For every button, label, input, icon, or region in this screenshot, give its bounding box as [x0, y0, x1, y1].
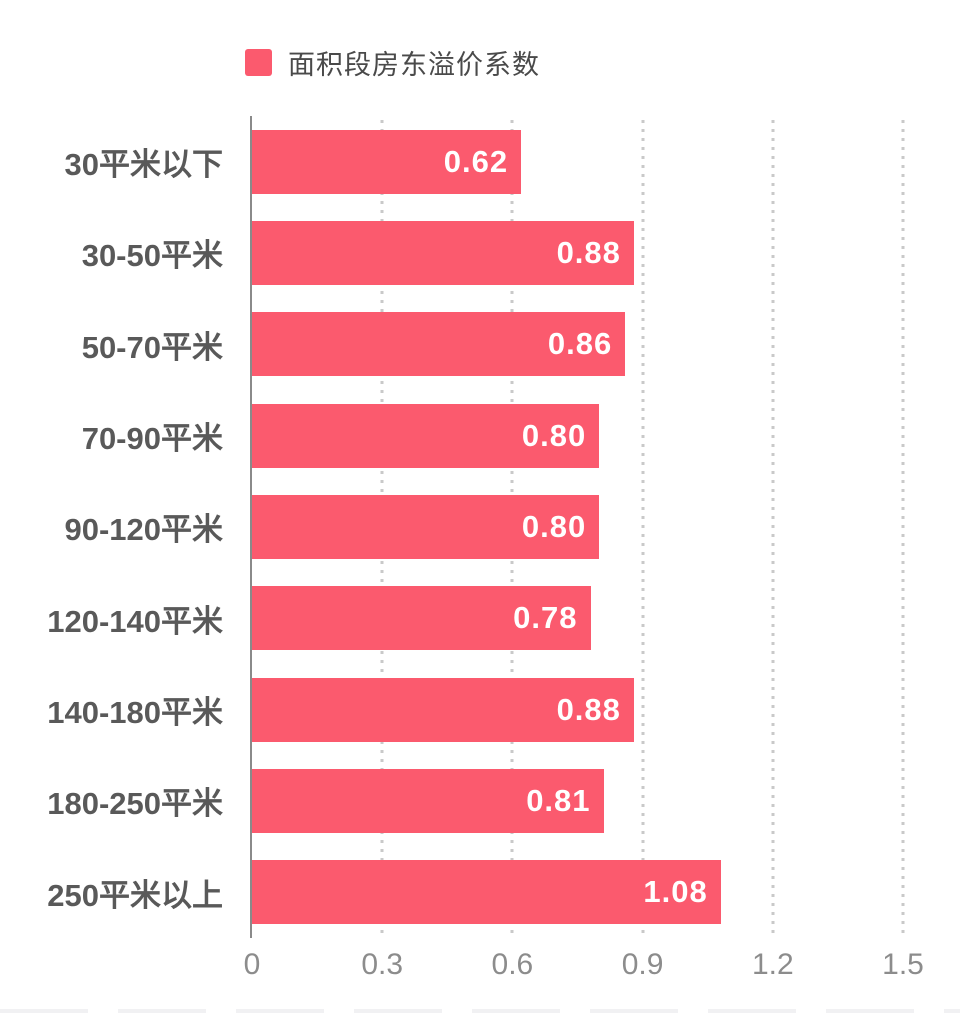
bar-row: 1.08: [252, 847, 903, 938]
bar-value-label: 0.78: [513, 600, 578, 636]
category-label: 180-250平米: [47, 786, 223, 822]
category-label: 30平米以下: [64, 147, 223, 183]
x-tick-label: 1.2: [751, 948, 794, 981]
category-label: 70-90平米: [81, 421, 223, 457]
bar-value-label: 0.88: [556, 691, 621, 727]
x-tick-label: 0.3: [361, 948, 404, 981]
x-tick-label: 1.5: [882, 948, 924, 981]
bar-rows: 0.62 0.88 0.86 0.80 0.80 0.78 0.88 0.81 1.08: [252, 116, 903, 938]
x-tick-label: 0: [243, 948, 261, 981]
x-axis-tick-labels: 0 0.3 0.6 0.9 1.2 1.5: [0, 948, 960, 992]
bar-row: 0.80: [252, 390, 903, 481]
category-label: 50-70平米: [81, 329, 223, 365]
bar-value-label: 0.80: [521, 417, 587, 453]
bar: 0.86: [252, 312, 626, 377]
bar-row: 0.86: [252, 299, 903, 390]
bar: 0.88: [252, 677, 634, 742]
chart-legend: 面积段房东溢价系数: [245, 44, 540, 80]
bar: 1.08: [252, 860, 721, 925]
bar-row: 0.62: [252, 116, 903, 207]
bar: 0.78: [252, 586, 591, 651]
plot-area: 0.62 0.88 0.86 0.80 0.80 0.78 0.88 0.81 1.08: [250, 116, 905, 938]
bar: 0.80: [252, 403, 600, 468]
bar-value-label: 0.81: [526, 782, 591, 818]
bar-row: 0.81: [252, 755, 903, 846]
y-axis-line: [250, 116, 252, 938]
x-tick-label: 0.6: [491, 948, 534, 981]
legend-series-label: 面积段房东溢价系数: [288, 49, 540, 80]
category-label: 120-140平米: [47, 603, 223, 639]
bar-value-label: 1.08: [643, 874, 708, 910]
bar: 0.81: [252, 768, 604, 833]
bar: 0.80: [252, 494, 600, 559]
category-label: 250平米以上: [47, 877, 223, 913]
bar: 0.62: [252, 129, 522, 194]
x-tick-label: 0.9: [621, 948, 664, 981]
bar-row: 0.88: [252, 207, 903, 298]
bar-value-label: 0.80: [521, 508, 587, 544]
category-axis-labels: 30平米以下 30-50平米 50-70平米 70-90平米 90-120平米 120-1…: [0, 116, 237, 938]
bar: 0.88: [252, 220, 634, 285]
bottom-divider: [0, 1009, 960, 1013]
bar-row: 0.80: [252, 481, 903, 572]
bar-row: 0.78: [252, 573, 903, 664]
bar-row: 0.88: [252, 664, 903, 755]
category-label: 30-50平米: [81, 238, 223, 274]
bar-value-label: 0.88: [556, 234, 621, 270]
bar-value-label: 0.62: [443, 143, 509, 179]
category-label: 90-120平米: [64, 512, 223, 548]
bar-value-label: 0.86: [547, 326, 613, 362]
legend-swatch-icon: [245, 48, 272, 76]
category-label: 140-180平米: [47, 695, 223, 731]
